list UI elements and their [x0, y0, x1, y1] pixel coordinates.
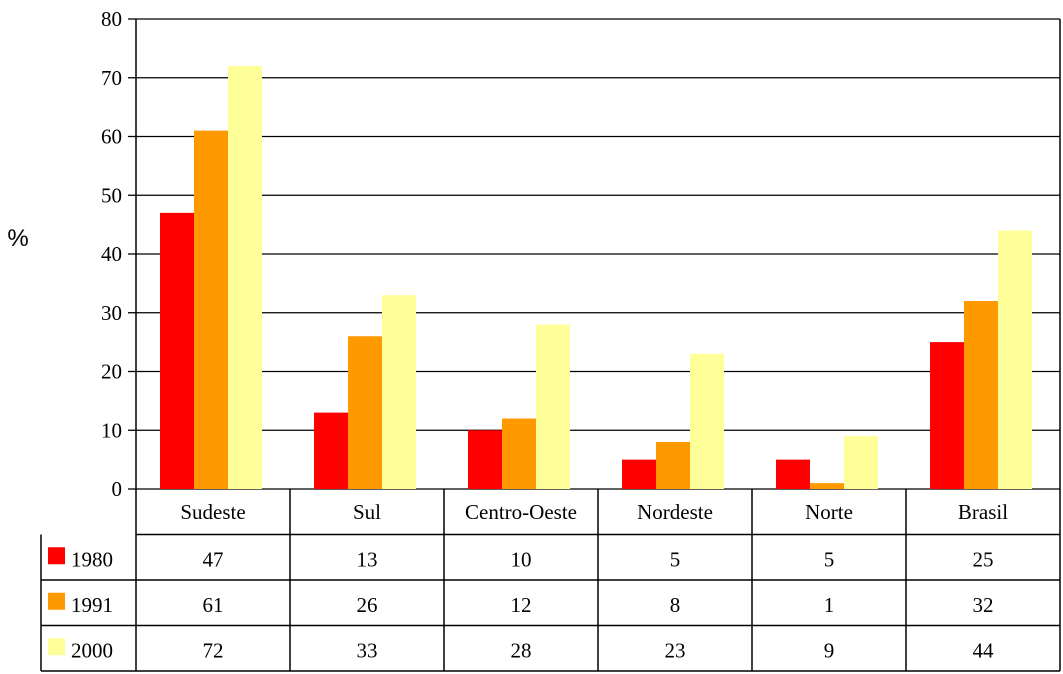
bar-2000-brasil — [998, 230, 1032, 489]
y-tick-label: 70 — [101, 66, 122, 90]
bar-1991-sudeste — [194, 130, 228, 489]
table-cell-value: 5 — [670, 547, 681, 571]
x-category-label: Centro-Oeste — [465, 500, 577, 524]
table-cell-value: 1 — [824, 593, 835, 617]
y-tick-label: 60 — [101, 125, 122, 149]
table-cell-value: 32 — [973, 593, 994, 617]
y-tick-label: 80 — [101, 7, 122, 31]
bar-2000-nordeste — [690, 353, 724, 489]
legend-label: 1980 — [71, 547, 113, 571]
table-cell-value: 47 — [203, 547, 224, 571]
y-axis-ticks: 0 10 20 30 40 50 60 70 80 — [101, 7, 122, 501]
bar-1980-sul — [314, 412, 348, 489]
table-cell-value: 23 — [665, 638, 686, 662]
y-axis-label: % — [7, 225, 28, 252]
y-tick-label: 30 — [101, 301, 122, 325]
gridlines — [128, 18, 1061, 490]
bar-2000-sudeste — [228, 66, 262, 489]
bar-2000-sul — [382, 295, 416, 489]
table-cell-value: 26 — [357, 593, 378, 617]
table-cell-value: 8 — [670, 593, 681, 617]
table-cell-value: 5 — [824, 547, 835, 571]
x-category-label: Sul — [353, 500, 381, 524]
legend-label: 1991 — [71, 593, 113, 617]
table-cell-value: 61 — [203, 593, 224, 617]
bar-1980-nordeste — [622, 459, 656, 489]
bar-1991-sul — [348, 336, 382, 489]
bar-1991-brasil — [964, 301, 998, 489]
table-cell-value: 13 — [357, 547, 378, 571]
bar-1980-sudeste — [160, 212, 194, 489]
table-cell-value: 33 — [357, 638, 378, 662]
table-cell-value: 25 — [973, 547, 994, 571]
table-cell-value: 72 — [203, 638, 224, 662]
bars — [160, 66, 1032, 489]
bar-1980-brasil — [930, 342, 964, 489]
table-cell-value: 12 — [511, 593, 532, 617]
legend-key-1991 — [48, 592, 65, 610]
data-table: Sudeste Sul Centro-Oeste Nordeste Norte Brasi… — [40, 489, 1061, 672]
bar-1980-centro-oeste — [468, 430, 502, 489]
table-cell-value: 28 — [511, 638, 532, 662]
x-category-label: Brasil — [958, 500, 1008, 524]
y-tick-label: 20 — [101, 360, 122, 384]
x-category-label: Norte — [805, 500, 853, 524]
bar-1991-centro-oeste — [502, 418, 536, 489]
y-tick-label: 0 — [112, 477, 123, 501]
bar-1980-norte — [776, 459, 810, 489]
x-category-label: Nordeste — [637, 500, 713, 524]
legend-key-2000 — [48, 638, 65, 656]
y-tick-label: 10 — [101, 418, 122, 442]
table-cell-value: 10 — [511, 547, 532, 571]
bar-2000-centro-oeste — [536, 324, 570, 489]
bar-1991-nordeste — [656, 442, 690, 489]
y-tick-label: 40 — [101, 242, 122, 266]
table-cell-value: 9 — [824, 638, 835, 662]
y-tick-label: 50 — [101, 183, 122, 207]
bar-2000-norte — [844, 436, 878, 489]
table-cell-value: 44 — [973, 638, 995, 662]
bar-1991-norte — [810, 483, 844, 489]
legend-key-1980 — [48, 547, 65, 565]
x-category-label: Sudeste — [180, 500, 245, 524]
legend-label: 2000 — [71, 638, 113, 662]
